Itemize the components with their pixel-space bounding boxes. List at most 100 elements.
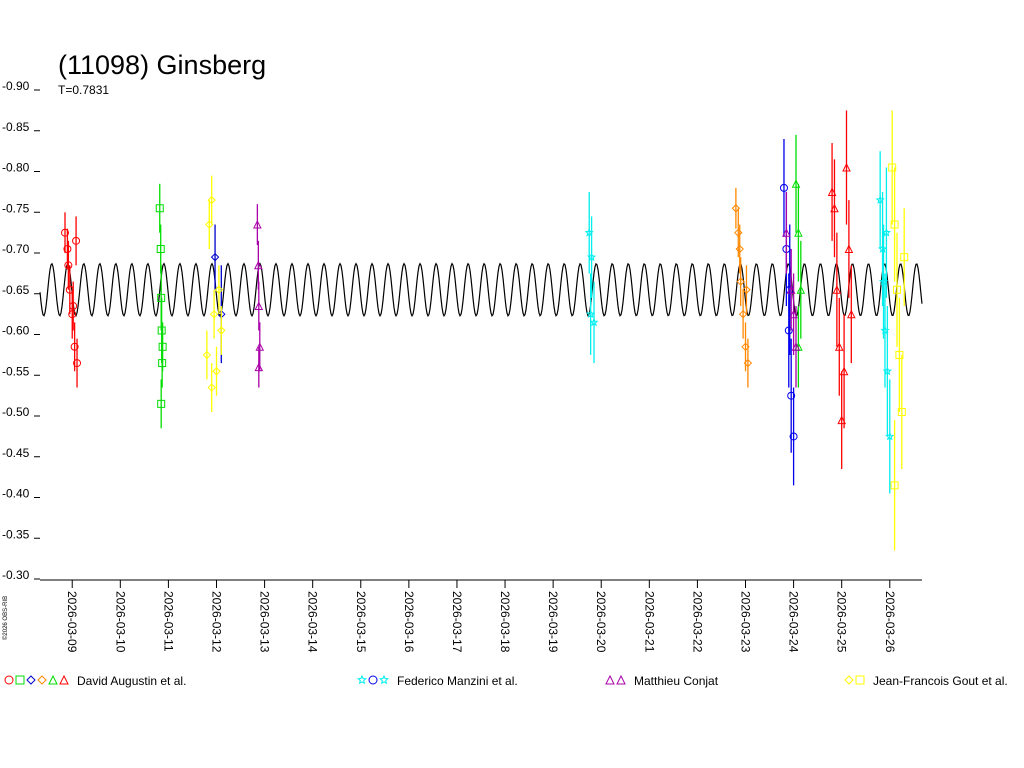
data-point bbox=[63, 245, 72, 253]
data-point bbox=[253, 219, 262, 229]
data-point bbox=[202, 350, 212, 360]
x-tick-label: 2026-03-12 bbox=[209, 591, 223, 653]
data-point bbox=[877, 244, 888, 253]
data-point bbox=[68, 310, 77, 319]
y-tick-label: -0.70 bbox=[2, 242, 30, 256]
data-point bbox=[787, 391, 796, 400]
y-tick-label: -0.60 bbox=[2, 324, 30, 338]
legend-marker bbox=[26, 675, 36, 685]
data-point bbox=[794, 228, 803, 237]
x-tick-label: 2026-03-14 bbox=[306, 591, 320, 653]
legend-marker bbox=[616, 674, 626, 685]
x-tick-label: 2026-03-18 bbox=[498, 591, 512, 653]
data-point bbox=[885, 431, 895, 441]
data-point bbox=[157, 326, 166, 335]
data-point bbox=[735, 244, 744, 254]
legend-marker bbox=[605, 674, 615, 685]
data-point bbox=[212, 367, 221, 376]
data-point bbox=[782, 228, 791, 237]
data-point bbox=[844, 244, 854, 253]
data-point bbox=[157, 399, 166, 408]
x-tick-label: 2026-03-20 bbox=[594, 591, 608, 653]
data-point bbox=[255, 342, 265, 351]
data-point bbox=[789, 309, 798, 319]
data-point bbox=[210, 252, 220, 262]
data-point bbox=[888, 163, 897, 172]
data-point bbox=[830, 203, 839, 213]
data-point bbox=[209, 309, 219, 319]
y-tick-label: -0.35 bbox=[2, 527, 30, 541]
data-point bbox=[789, 432, 798, 441]
x-tick-label: 2026-03-24 bbox=[787, 591, 801, 653]
data-point bbox=[796, 285, 806, 294]
chart-subtitle: T=0.7831 bbox=[58, 83, 109, 97]
data-point bbox=[890, 481, 899, 490]
data-point bbox=[895, 350, 904, 359]
legend-marker bbox=[368, 675, 378, 685]
legend-label: David Augustin et al. bbox=[77, 674, 186, 688]
x-tick-label: 2026-03-21 bbox=[642, 591, 656, 653]
y-tick-label: -0.50 bbox=[2, 405, 30, 419]
data-point bbox=[890, 220, 899, 229]
legend-marker bbox=[4, 675, 14, 685]
data-point bbox=[784, 326, 793, 335]
data-point bbox=[743, 358, 753, 368]
data-point bbox=[69, 302, 78, 311]
legend-marker bbox=[855, 675, 865, 685]
data-point bbox=[254, 362, 264, 372]
y-tick-label: -0.85 bbox=[2, 120, 30, 134]
data-point bbox=[881, 227, 891, 237]
data-point bbox=[70, 342, 79, 351]
data-point bbox=[254, 301, 264, 311]
data-point bbox=[73, 359, 82, 368]
y-tick-label: -0.40 bbox=[2, 487, 30, 501]
data-point bbox=[217, 326, 226, 335]
data-point bbox=[254, 260, 263, 270]
data-point bbox=[779, 183, 788, 192]
data-point bbox=[897, 408, 906, 416]
data-point bbox=[207, 383, 216, 392]
x-tick-label: 2026-03-13 bbox=[258, 591, 272, 653]
legend-marker bbox=[844, 675, 854, 685]
legend-label: Jean-Francois Gout et al. bbox=[873, 674, 1008, 688]
data-point bbox=[736, 277, 745, 286]
data-point bbox=[589, 317, 599, 327]
y-tick-label: -0.55 bbox=[2, 364, 30, 378]
data-point bbox=[734, 228, 743, 237]
y-tick-label: -0.75 bbox=[2, 201, 30, 215]
data-point bbox=[791, 179, 801, 188]
legend-marker bbox=[15, 675, 25, 685]
legend-marker bbox=[379, 674, 389, 685]
y-tick-label: -0.45 bbox=[2, 446, 30, 460]
x-tick-label: 2026-03-10 bbox=[113, 591, 127, 653]
data-point bbox=[827, 187, 837, 196]
x-tick-label: 2026-03-17 bbox=[450, 591, 464, 653]
data-point bbox=[786, 285, 796, 294]
data-point bbox=[842, 162, 851, 172]
legend-marker bbox=[59, 674, 69, 685]
data-point bbox=[155, 204, 164, 213]
x-tick-label: 2026-03-11 bbox=[161, 591, 175, 652]
y-tick-label: -0.80 bbox=[2, 161, 30, 175]
legend-label: Federico Manzini et al. bbox=[397, 674, 518, 688]
legend-label: Matthieu Conjat bbox=[634, 674, 719, 688]
data-point bbox=[731, 204, 741, 213]
data-point bbox=[72, 236, 81, 245]
legend-marker bbox=[37, 675, 47, 685]
data-point bbox=[791, 342, 801, 351]
data-point bbox=[64, 261, 73, 270]
y-tick-label: -0.90 bbox=[2, 79, 30, 93]
data-point bbox=[742, 285, 751, 294]
data-point bbox=[158, 342, 167, 351]
x-tick-label: 2026-03-15 bbox=[354, 591, 368, 653]
legend-marker bbox=[357, 674, 367, 685]
y-tick-label: -0.30 bbox=[2, 568, 30, 582]
data-point bbox=[846, 309, 856, 319]
data-point bbox=[839, 366, 849, 376]
data-point bbox=[900, 253, 909, 262]
data-point bbox=[156, 245, 165, 253]
data-point bbox=[892, 285, 901, 294]
data-point bbox=[832, 285, 842, 294]
